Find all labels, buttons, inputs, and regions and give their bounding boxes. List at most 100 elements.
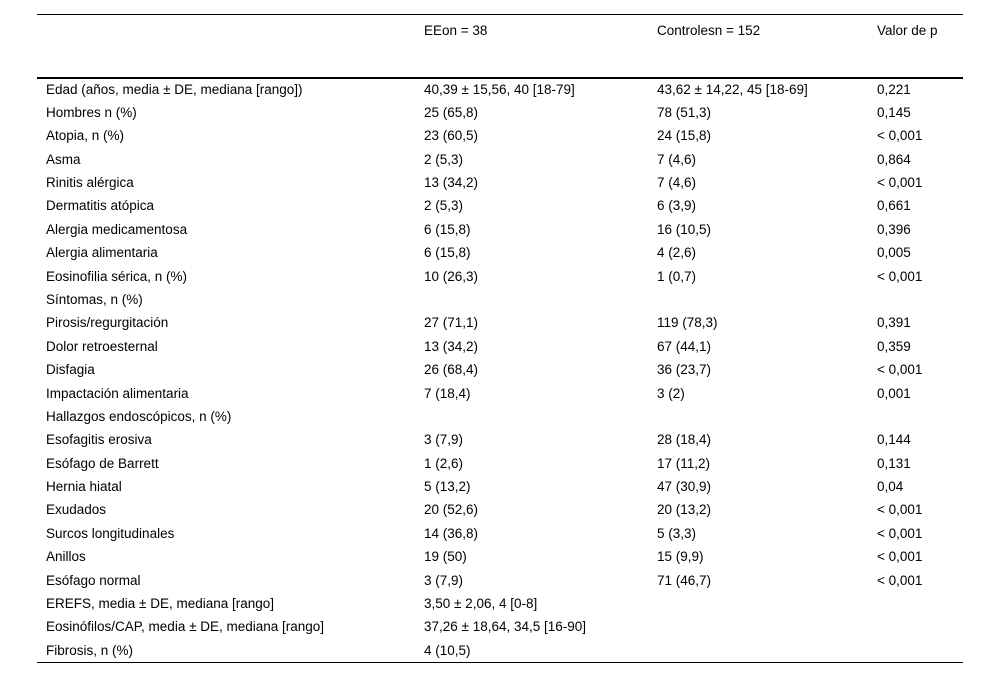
row-controls-value: 6 (3,9)	[657, 198, 697, 214]
row-eeo-value: 5 (13,2)	[424, 479, 471, 495]
row-p-value	[877, 288, 963, 311]
row-controls-value: 7 (4,6)	[657, 175, 697, 190]
row-controls-value	[657, 615, 877, 638]
row-controls-value: 43,62 ± 14,22, 45 [18-69]	[657, 81, 808, 97]
table-row: Esofagitis erosiva 3 (7,9) 28 (18,4) 0,1…	[37, 428, 963, 451]
header-controls-group: Controlesn = 152	[657, 23, 761, 38]
row-eeo-value: 19 (50)	[424, 549, 467, 565]
row-label: Alergia medicamentosa	[46, 221, 188, 237]
row-controls-value: 36 (23,7)	[657, 362, 712, 378]
row-p-value: 0,661	[877, 198, 911, 214]
row-eeo-value	[424, 405, 657, 428]
row-label: Eosinófilos/CAP, media ± DE, mediana [ra…	[46, 619, 325, 635]
table-row: Anillos 19 (50) 15 (9,9) < 0,001	[37, 545, 963, 568]
row-controls-value: 3 (2)	[657, 385, 685, 401]
table-row: Hernia hiatal 5 (13,2) 47 (30,9) 0,04	[37, 475, 963, 498]
header-eeo-group: EEon = 38	[424, 23, 488, 38]
table-row: Eosinófilos/CAP, media ± DE, mediana [ra…	[37, 615, 963, 638]
row-controls-value	[657, 405, 877, 428]
row-eeo-value: 3,50 ± 2,06, 4 [0-8]	[424, 596, 538, 612]
row-label: Síntomas, n (%)	[46, 291, 143, 307]
row-eeo-value: 6 (15,8)	[424, 245, 471, 261]
row-label: Atopia, n (%)	[46, 128, 125, 144]
row-eeo-value: 10 (26,3)	[424, 268, 479, 284]
table-row: Surcos longitudinales 14 (36,8) 5 (3,3) …	[37, 522, 963, 545]
row-p-value: 0,04	[877, 479, 904, 495]
row-p-value	[877, 639, 963, 662]
row-eeo-value: 14 (36,8)	[424, 525, 479, 541]
table-row: Alergia medicamentosa 6 (15,8) 16 (10,5)…	[37, 218, 963, 241]
row-label: Edad (años, media ± DE, mediana [rango])	[46, 81, 303, 97]
row-p-value: < 0,001	[877, 502, 923, 518]
table-row: EREFS, media ± DE, mediana [rango] 3,50 …	[37, 592, 963, 615]
row-controls-value: 1 (0,7)	[657, 268, 697, 284]
table-row: Asma 2 (5,3) 7 (4,6) 0,864	[37, 148, 963, 171]
table-row: Esófago normal 3 (7,9) 71 (46,7) < 0,001	[37, 569, 963, 592]
table-row: Atopia, n (%) 23 (60,5) 24 (15,8) < 0,00…	[37, 124, 963, 147]
table-row: Síntomas, n (%)	[37, 288, 963, 311]
header-p-value: Valor de p	[877, 23, 938, 38]
row-label: Alergia alimentaria	[46, 245, 158, 261]
table-row: Exudados 20 (52,6) 20 (13,2) < 0,001	[37, 499, 963, 522]
row-p-value: < 0,001	[877, 572, 923, 588]
row-p-value	[877, 615, 963, 638]
row-label: Impactación alimentaria	[46, 385, 189, 401]
row-controls-value: 119 (78,3)	[657, 315, 718, 331]
row-p-value: < 0,001	[877, 525, 923, 541]
row-label: Esófago normal	[46, 572, 141, 588]
row-label: Esofagitis erosiva	[46, 432, 152, 448]
table-header-row: EEon = 38 Controlesn = 152 Valor de p	[37, 15, 963, 78]
row-label: Fibrosis, n (%)	[46, 642, 134, 658]
row-eeo-value: 2 (5,3)	[424, 198, 464, 214]
table-row: Esófago de Barrett 1 (2,6) 17 (11,2) 0,1…	[37, 452, 963, 475]
row-eeo-value: 27 (71,1)	[424, 315, 479, 331]
row-controls-value: 47 (30,9)	[657, 479, 712, 495]
row-controls-value: 5 (3,3)	[657, 525, 697, 541]
table-row: Hombres n (%) 25 (65,8) 78 (51,3) 0,145	[37, 101, 963, 124]
row-eeo-value: 13 (34,2)	[424, 175, 479, 190]
table-row: Hallazgos endoscópicos, n (%)	[37, 405, 963, 428]
row-eeo-value: 13 (34,2)	[424, 338, 479, 354]
table-row: Eosinofilia sérica, n (%) 10 (26,3) 1 (0…	[37, 265, 963, 288]
row-label: Dolor retroesternal	[46, 338, 158, 354]
row-eeo-value: 3 (7,9)	[424, 432, 464, 448]
row-eeo-value: 37,26 ± 18,64, 34,5 [16-90]	[424, 619, 587, 635]
row-controls-value: 7 (4,6)	[657, 151, 697, 167]
table-row: Edad (años, media ± DE, mediana [rango])…	[37, 78, 963, 101]
row-controls-value: 15 (9,9)	[657, 549, 704, 565]
row-label: Pirosis/regurgitación	[46, 315, 169, 331]
row-p-value: < 0,001	[877, 268, 923, 284]
row-label: EREFS, media ± DE, mediana [rango]	[46, 596, 275, 612]
row-eeo-value: 1 (2,6)	[424, 455, 464, 471]
table-row: Fibrosis, n (%) 4 (10,5)	[37, 639, 963, 662]
row-label: Hernia hiatal	[46, 479, 122, 495]
row-label: Hallazgos endoscópicos, n (%)	[46, 408, 232, 424]
row-eeo-value: 7 (18,4)	[424, 385, 471, 401]
row-p-value: < 0,001	[877, 128, 923, 144]
row-label: Anillos	[46, 549, 86, 565]
row-eeo-value: 23 (60,5)	[424, 128, 479, 144]
row-eeo-value: 40,39 ± 15,56, 40 [18-79]	[424, 81, 575, 97]
table-row: Alergia alimentaria 6 (15,8) 4 (2,6) 0,0…	[37, 241, 963, 264]
row-controls-value: 71 (46,7)	[657, 572, 712, 588]
row-label: Eosinofilia sérica, n (%)	[46, 268, 188, 284]
table-header: EEon = 38 Controlesn = 152 Valor de p	[37, 15, 963, 78]
row-label: Dermatitis atópica	[46, 198, 155, 214]
row-p-value: 0,359	[877, 338, 911, 354]
table-row: Dolor retroesternal 13 (34,2) 67 (44,1) …	[37, 335, 963, 358]
row-p-value: 0,145	[877, 104, 911, 120]
row-p-value: < 0,001	[877, 362, 923, 378]
row-controls-value: 67 (44,1)	[657, 338, 712, 354]
row-eeo-value: 4 (10,5)	[424, 642, 471, 658]
table-row: Impactación alimentaria 7 (18,4) 3 (2) 0…	[37, 382, 963, 405]
row-controls-value	[657, 592, 877, 615]
row-label: Surcos longitudinales	[46, 525, 175, 541]
row-label: Asma	[46, 151, 81, 167]
comparison-table-container: EEon = 38 Controlesn = 152 Valor de p Ed…	[37, 14, 963, 663]
comparison-table: EEon = 38 Controlesn = 152 Valor de p Ed…	[37, 14, 963, 663]
row-eeo-value	[424, 288, 657, 311]
row-eeo-value: 20 (52,6)	[424, 502, 479, 518]
row-label: Exudados	[46, 502, 107, 518]
row-p-value: < 0,001	[877, 549, 923, 565]
